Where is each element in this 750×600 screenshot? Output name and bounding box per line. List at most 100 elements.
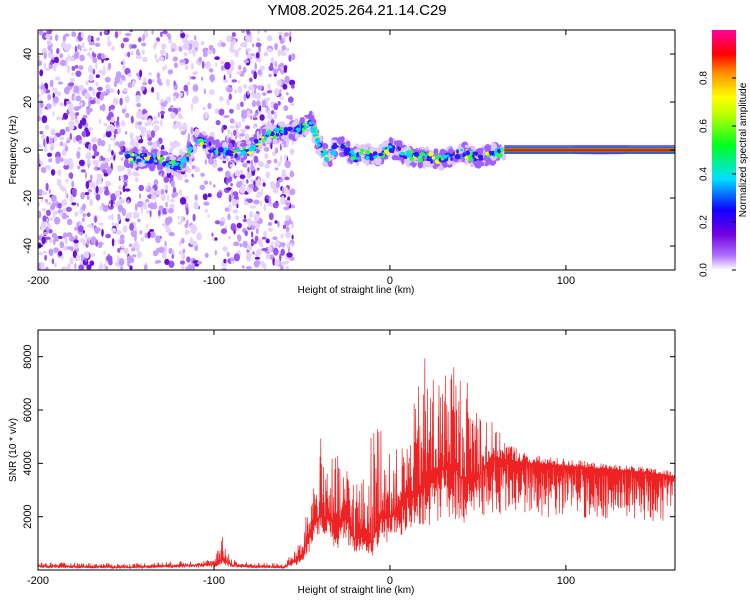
noise-speck [53,247,59,253]
noise-speck [88,86,93,92]
noise-speck [151,194,157,200]
signal-blob [355,157,360,160]
tone-band-line [504,146,675,148]
noise-speck [41,133,46,141]
noise-speck [264,30,267,33]
noise-speck [103,134,106,138]
noise-speck [89,198,93,207]
snr-frame [37,329,676,571]
noise-speck [230,48,235,54]
colorbar-label: Normalized spectral amplitude [738,82,749,217]
y-tick-label: 20 [22,96,34,108]
signal-blob [353,153,357,158]
noise-speck [40,167,47,174]
tone-band-line [504,151,675,153]
signal-halo [156,150,161,158]
noise-speck [38,189,44,197]
noise-speck [149,229,155,233]
noise-speck [236,199,240,205]
tone-band-line [504,147,675,149]
noise-speck [151,30,154,35]
noise-speck [80,31,84,39]
noise-speck [262,179,265,183]
noise-speck [177,113,183,120]
noise-speck [87,65,94,74]
noise-speck [84,192,90,196]
noise-speck [152,141,158,149]
noise-speck [140,237,145,242]
noise-speck [146,133,151,139]
noise-speck [163,176,169,183]
noise-speck [270,119,275,124]
noise-speck [200,76,204,81]
noise-speck [75,70,82,77]
noise-speck [46,136,50,144]
noise-speck [105,84,111,92]
signal-blob [165,163,170,168]
noise-speck [41,208,47,212]
noise-speck [228,194,232,203]
noise-speck [71,188,77,195]
colorbar-tick-label: 0.8 [699,71,710,85]
noise-speck [110,104,115,110]
noise-speck [207,214,210,219]
noise-speck [183,173,187,178]
noise-speck [200,172,205,177]
noise-speck [102,169,108,174]
noise-speck [251,170,256,177]
noise-speck [69,195,74,203]
signal-blob [330,150,337,154]
noise-speck [59,59,67,67]
noise-speck [79,54,85,62]
noise-speck [215,61,218,68]
noise-speck [136,72,140,77]
noise-speck [92,57,98,64]
noise-speck [105,180,112,187]
noise-speck [173,95,177,102]
signal-halo [245,140,252,145]
noise-speck [122,174,129,181]
signal-blob [322,149,327,152]
noise-speck [50,143,55,148]
noise-speck [117,89,120,95]
noise-speck [181,252,185,260]
noise-speck [192,260,198,264]
noise-speck [50,43,53,48]
noise-speck [71,180,75,188]
signal-blob [464,156,469,159]
noise-speck [45,266,49,270]
noise-speck [45,199,48,203]
noise-speck [245,50,248,56]
noise-speck [161,43,167,50]
noise-speck [99,261,102,270]
noise-speck [241,265,245,269]
noise-speck [170,180,176,188]
noise-speck [135,94,141,103]
noise-speck [165,78,170,87]
noise-speck [140,132,146,137]
noise-speck [184,179,189,183]
signal-halo [360,154,365,161]
noise-speck [212,47,216,55]
noise-speck [139,230,143,235]
noise-speck [148,78,152,85]
noise-speck [116,119,120,126]
noise-speck [177,107,182,112]
noise-speck [95,185,99,194]
noise-speck [286,201,290,207]
noise-speck [193,201,199,210]
noise-speck [289,114,293,121]
noise-speck [100,157,107,161]
noise-speck [168,260,175,268]
noise-speck [280,196,286,205]
signal-blob [159,158,163,165]
noise-speck [55,156,61,165]
signal-halo [433,148,439,155]
noise-speck [96,167,101,171]
signal-blob [399,151,406,156]
noise-speck [233,253,240,262]
noise-speck [86,212,91,217]
noise-speck [125,112,130,118]
noise-speck [156,72,161,79]
